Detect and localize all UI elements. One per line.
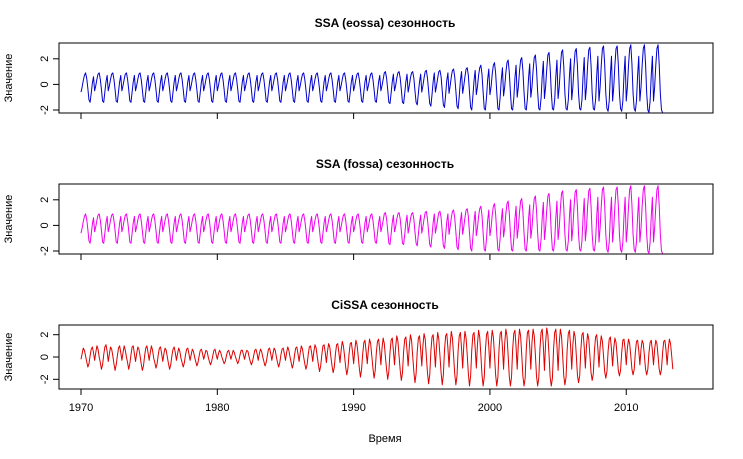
panel-1-axes: -2 0 2 <box>39 56 627 119</box>
panel-1-series-line <box>80 44 664 114</box>
x-tick-label: 1970 <box>69 402 93 414</box>
panel-3-y-axis-label: Значение <box>3 333 15 382</box>
panel-eossa-seasonality: SSA (eossa) сезонность Значение -2 0 2 <box>3 16 714 119</box>
panel-2-title: SSA (fossa) сезонность <box>316 157 454 171</box>
y-tick-label: -2 <box>39 374 51 384</box>
panel-cissa-seasonality: CiSSA сезонность Значение -2 0 2 1970 1980 19… <box>3 298 714 445</box>
x-axis-label: Время <box>368 433 401 445</box>
y-tick-label: 0 <box>39 81 51 87</box>
y-tick-label: 0 <box>39 222 51 228</box>
y-tick-label: 2 <box>39 332 51 338</box>
panel-2-plot-frame <box>58 183 714 255</box>
panel-2-axes: -2 0 2 <box>39 197 627 260</box>
panel-1-y-axis-label: Значение <box>3 54 15 103</box>
panel-1-title: SSA (eossa) сезонность <box>315 16 456 30</box>
panel-1-plot-frame <box>58 42 714 114</box>
panel-3-axes: -2 0 2 1970 1980 1990 2000 2010 <box>39 332 639 414</box>
panel-2-y-axis-label: Значение <box>3 195 15 244</box>
panel-3-title: CiSSA сезонность <box>331 298 439 312</box>
x-tick-label: 2000 <box>478 402 502 414</box>
y-tick-label: 0 <box>39 354 51 360</box>
x-tick-label: 1980 <box>205 402 229 414</box>
panel-fossa-seasonality: SSA (fossa) сезонность Значение -2 0 2 <box>3 157 714 260</box>
y-tick-label: -2 <box>39 105 51 115</box>
x-tick-label: 1990 <box>341 402 365 414</box>
y-tick-label: 2 <box>39 56 51 62</box>
panel-2-series-line <box>80 185 664 255</box>
x-tick-label: 2010 <box>614 402 638 414</box>
y-tick-label: 2 <box>39 197 51 203</box>
y-tick-label: -2 <box>39 246 51 256</box>
panel-3-series-line <box>80 327 674 387</box>
